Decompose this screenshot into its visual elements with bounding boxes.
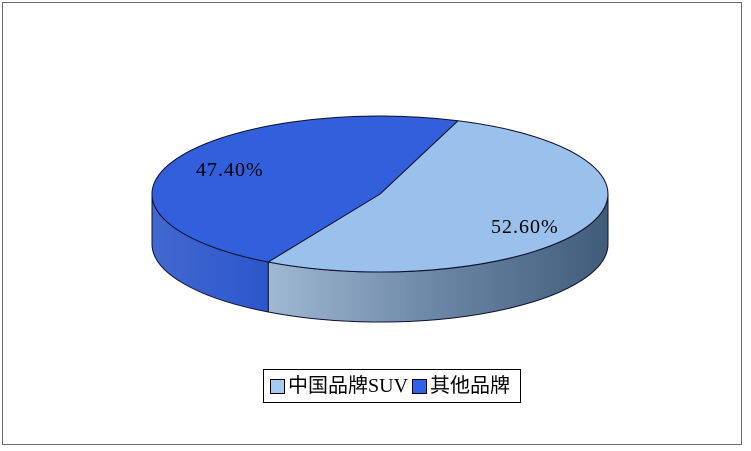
- legend-label-other-brands: 其他品牌: [430, 375, 511, 397]
- legend-swatch-china-suv-icon: [270, 378, 285, 394]
- slice-label-other-brands-pct: 47.40%: [196, 159, 264, 181]
- legend-swatch-other-brands-icon: [412, 378, 428, 394]
- legend: 中国品牌SUV 其他品牌: [263, 369, 522, 403]
- legend-label-china-suv: 中国品牌SUV: [288, 375, 409, 397]
- slice-label-china-suv-pct: 52.60%: [491, 216, 559, 238]
